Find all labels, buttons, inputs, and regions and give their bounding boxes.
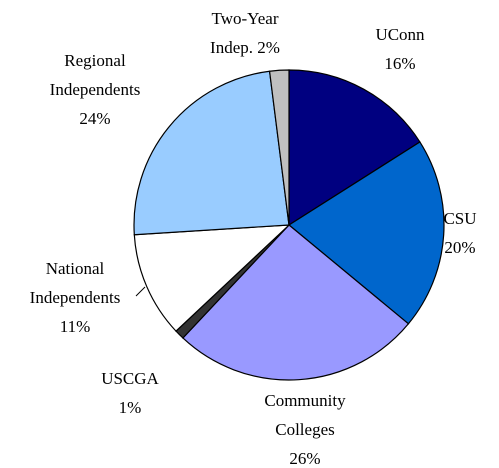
- slice-label: National Independents 11%: [20, 254, 130, 341]
- category-label: Two-Year Indep.: [210, 8, 279, 57]
- slice-label: Community Colleges 26%: [255, 386, 355, 468]
- category-label: Regional Independents: [49, 50, 141, 99]
- category-label: CSU: [443, 208, 477, 228]
- value-label: 11%: [59, 316, 91, 336]
- leader-line: [135, 286, 146, 297]
- pie-slice: [268, 69, 290, 226]
- category-label: Community Colleges: [264, 390, 346, 439]
- pie-slice: [287, 141, 445, 325]
- value-label: 2%: [257, 37, 280, 57]
- value-label: 26%: [289, 448, 321, 468]
- value-label: 16%: [384, 53, 416, 73]
- slice-label: CSU 20%: [430, 204, 490, 262]
- value-label: 20%: [444, 237, 476, 257]
- category-label: UConn: [375, 24, 425, 44]
- pie-slice: [133, 224, 291, 332]
- slice-label: Two-Year Indep. 2%: [203, 4, 287, 62]
- slice-label: USCGA 1%: [90, 364, 170, 422]
- slice-label: UConn 16%: [355, 20, 445, 78]
- slice-label: Regional Independents 24%: [40, 46, 150, 133]
- pie-slice: [133, 70, 290, 236]
- category-label: National Independents: [29, 258, 121, 307]
- pie-slice: [182, 224, 410, 381]
- value-label: 1%: [118, 397, 142, 417]
- category-label: USCGA: [101, 368, 159, 388]
- pie-slice: [288, 69, 421, 227]
- value-label: 24%: [79, 108, 111, 128]
